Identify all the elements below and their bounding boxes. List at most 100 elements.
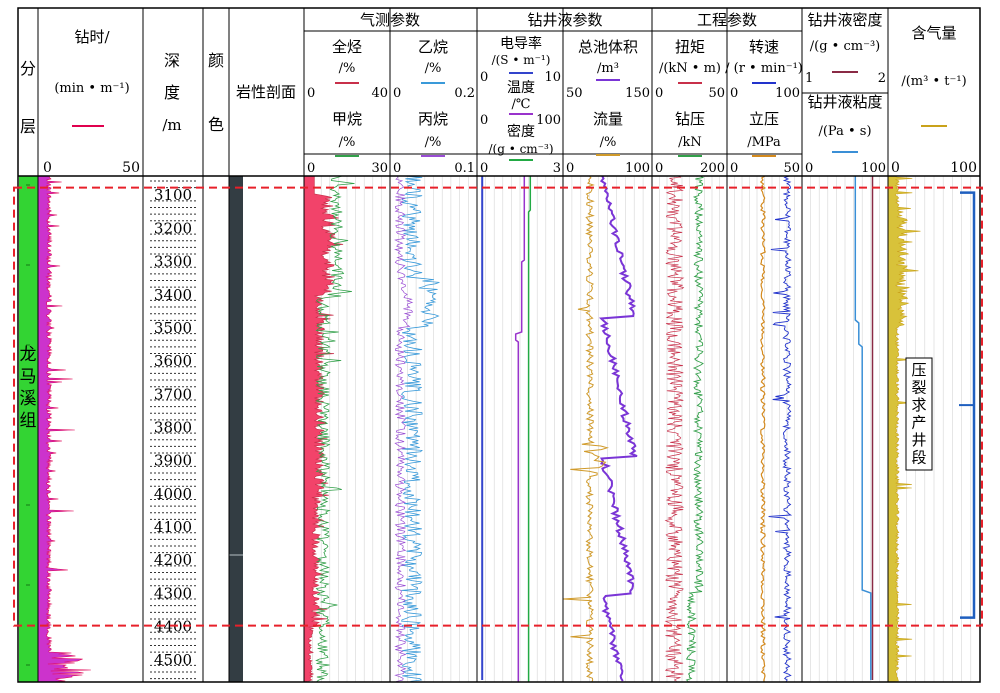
methane-max: 30: [371, 161, 388, 176]
total-hc-curve: [307, 176, 344, 682]
gas-content-area: [888, 176, 921, 682]
mud-group-title: 钻井液参数: [527, 11, 602, 29]
torque-min: 0: [655, 86, 663, 101]
color-title: 色: [208, 115, 224, 134]
ethane-name: 乙烷: [418, 38, 448, 56]
propane-name: 丙烷: [418, 110, 448, 128]
ethane-min: 0: [393, 86, 401, 101]
temperature-max: 100: [536, 113, 561, 128]
mud-density-unit: /(g • cm⁻³): [488, 142, 553, 156]
depth-title: 深: [164, 51, 180, 70]
flow-max: 100: [625, 161, 650, 176]
interval-label-char: 段: [911, 449, 926, 467]
flow-curve: [563, 175, 609, 683]
depth-tick-label: 3600: [154, 352, 192, 370]
mud-prop-density-name: 钻井液密度: [807, 11, 882, 29]
interval-label-char: 裂: [911, 379, 926, 397]
depth-title: 度: [164, 83, 180, 102]
pit-volume-unit: /m³: [597, 61, 619, 76]
ethane-max: 0.2: [454, 86, 475, 101]
standpipe-curve: [759, 175, 767, 683]
total-hc-area: [304, 176, 344, 682]
depth-tick-label: 3500: [154, 319, 192, 337]
flow-min: 0: [566, 161, 574, 176]
pit-volume-curve: [598, 175, 638, 682]
depth-tick-label: 4000: [154, 485, 192, 503]
mud-density-name: 密度: [507, 123, 535, 140]
pit-volume-name: 总池体积: [578, 38, 638, 56]
drill-time-title: 钻时/: [74, 28, 110, 46]
gas-content-curve: [894, 175, 921, 682]
color-title: 颜: [208, 51, 224, 70]
interval-label-char: 产: [911, 414, 926, 432]
depth-tick-label: 4100: [154, 518, 192, 536]
depth-title: /m: [162, 116, 181, 134]
temperature-curve: [514, 176, 526, 682]
layer-header-char: 层: [20, 117, 36, 136]
layer-header-char: 分: [20, 59, 36, 78]
ethane-curve: [401, 175, 440, 682]
formation-label-char: 组: [20, 411, 37, 431]
temperature-min: 0: [480, 113, 488, 128]
standpipe-min: 0: [730, 161, 738, 176]
depth-tick-label: 4200: [154, 551, 192, 569]
interval-label-box: [905, 357, 933, 471]
standpipe-name: 立压: [749, 110, 779, 128]
formation-label-char: 马: [20, 367, 37, 387]
depth-tick-label: 3200: [154, 219, 192, 237]
mud-prop-viscosity-name: 钻井液粘度: [807, 93, 882, 111]
chart-background: [18, 8, 980, 682]
rpm-name: 转速: [749, 38, 779, 56]
wob-name: 钻压: [675, 110, 705, 128]
wob-min: 0: [655, 161, 663, 176]
total-hc-max: 40: [371, 86, 388, 101]
methane-unit: /%: [339, 135, 356, 150]
gas-content-min: 0: [891, 160, 900, 176]
pit-volume-min: 50: [566, 86, 583, 101]
gas-content-max: 100: [950, 160, 977, 176]
formation-label-char: 龙: [20, 345, 37, 365]
total-hc-min: 0: [307, 86, 315, 101]
mud-prop-viscosity-max: 100: [861, 161, 886, 176]
interval-label-char: 求: [911, 396, 926, 414]
pit-volume-max: 150: [625, 86, 650, 101]
temperature-unit: /℃: [512, 97, 531, 112]
mud-density-min: 0: [480, 161, 488, 176]
flow-name: 流量: [593, 110, 623, 128]
propane-curve: [393, 175, 414, 682]
mud-prop-density-unit: /(g • cm⁻³): [810, 39, 880, 54]
gas-content-unit: /(m³ • t⁻¹): [901, 74, 966, 89]
propane-max: 0.1: [454, 161, 475, 176]
wob-curve: [685, 175, 705, 682]
mud-viscosity-curve: [854, 176, 872, 680]
drill-time-curve: [45, 175, 91, 683]
depth-tick-label: 3100: [154, 186, 192, 204]
methane-name: 甲烷: [332, 110, 362, 128]
conductivity-max: 10: [544, 70, 561, 85]
fracturing-interval-box: [13, 186, 983, 627]
drill-time-unit: (min • m⁻¹): [54, 81, 129, 96]
torque-unit: /(kN • m): [659, 61, 721, 76]
mud-prop-density-min: 1: [805, 71, 813, 86]
lithology-bar: [229, 176, 243, 682]
engineering-group-title: 工程参数: [697, 11, 757, 29]
rpm-max: 100: [775, 86, 800, 101]
conductivity-name: 电导率: [500, 35, 542, 52]
depth-tick-label: 4500: [154, 651, 192, 669]
drill-time-min: 0: [43, 160, 52, 176]
wob-max: 200: [700, 161, 725, 176]
conductivity-min: 0: [480, 70, 488, 85]
methane-curve: [315, 175, 355, 682]
depth-tick-label: 3700: [154, 385, 192, 403]
interval-label-char: 压: [911, 361, 926, 379]
rpm-unit: / (r • min⁻¹): [725, 61, 803, 76]
total-hc-unit: /%: [339, 61, 356, 76]
depth-tick-label: 3300: [154, 253, 192, 271]
depth-tick-label: 3800: [154, 419, 192, 437]
gas-content-name: 含气量: [911, 24, 956, 42]
standpipe-unit: /MPa: [747, 135, 781, 150]
interval-label-char: 井: [911, 431, 926, 449]
torque-max: 50: [708, 86, 725, 101]
ethane-unit: /%: [425, 61, 442, 76]
rpm-curve: [768, 175, 793, 682]
